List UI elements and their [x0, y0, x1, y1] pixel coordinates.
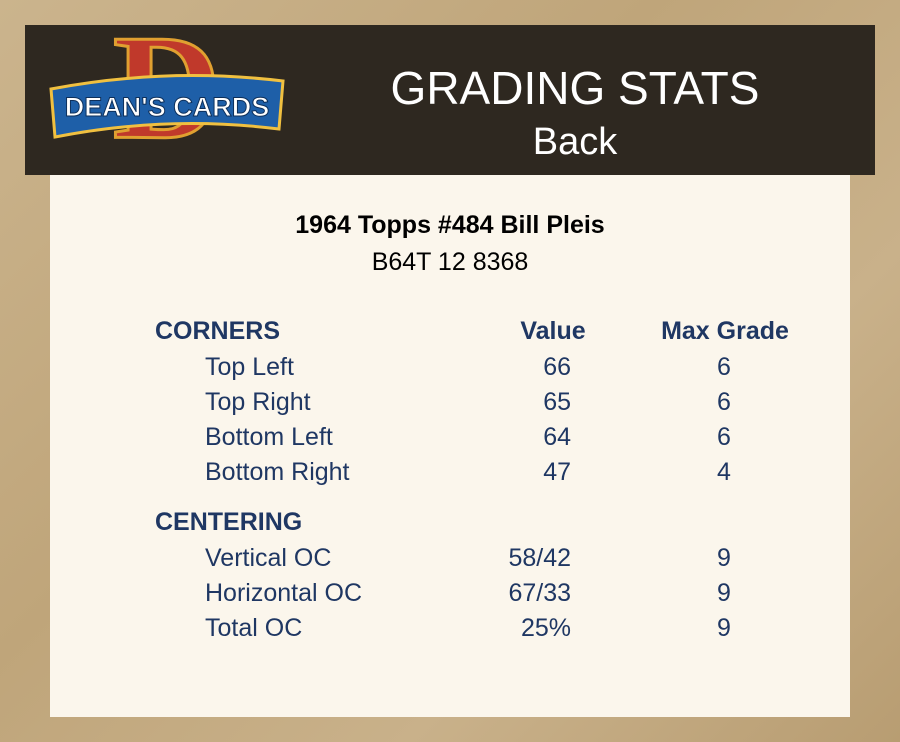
- row-value: 67/33: [508, 579, 571, 607]
- panel: 1964 Topps #484 Bill Pleis B64T 12 8368 …: [50, 175, 850, 717]
- subtitle: Back: [532, 121, 618, 163]
- row-label: Bottom Left: [205, 423, 333, 451]
- row-label: Horizontal OC: [205, 579, 362, 607]
- logo-text: DEAN'S CARDS: [65, 92, 269, 122]
- row-grade: 9: [717, 579, 731, 607]
- card-title: 1964 Topps #484 Bill Pleis: [295, 211, 605, 239]
- row-grade: 4: [717, 458, 731, 486]
- row-value: 25%: [520, 614, 571, 642]
- column-header: Max Grade: [661, 317, 789, 345]
- column-header: Value: [520, 317, 586, 345]
- row-value: 64: [543, 423, 571, 451]
- row-grade: 6: [717, 423, 731, 451]
- row-value: 58/42: [508, 544, 571, 572]
- row-grade: 6: [717, 353, 731, 381]
- row-value: 47: [543, 458, 571, 486]
- row-grade: 9: [717, 614, 731, 642]
- section-label: CORNERS: [155, 317, 281, 345]
- section-label: CENTERING: [155, 508, 303, 536]
- row-label: Bottom Right: [205, 458, 350, 486]
- header: D DEAN'S CARDS GRADING STATS Back: [25, 25, 875, 175]
- row-value: 65: [543, 388, 571, 416]
- row-label: Top Left: [205, 353, 294, 381]
- title: GRADING STATS: [390, 62, 760, 114]
- logo-banner: [49, 74, 285, 139]
- row-label: Vertical OC: [205, 544, 332, 572]
- row-label: Total OC: [205, 614, 303, 642]
- row-label: Top Right: [205, 388, 311, 416]
- row-grade: 6: [717, 388, 731, 416]
- row-value: 66: [543, 353, 571, 381]
- logo: D DEAN'S CARDS: [49, 37, 285, 163]
- row-grade: 9: [717, 544, 731, 572]
- card-code: B64T 12 8368: [371, 248, 529, 276]
